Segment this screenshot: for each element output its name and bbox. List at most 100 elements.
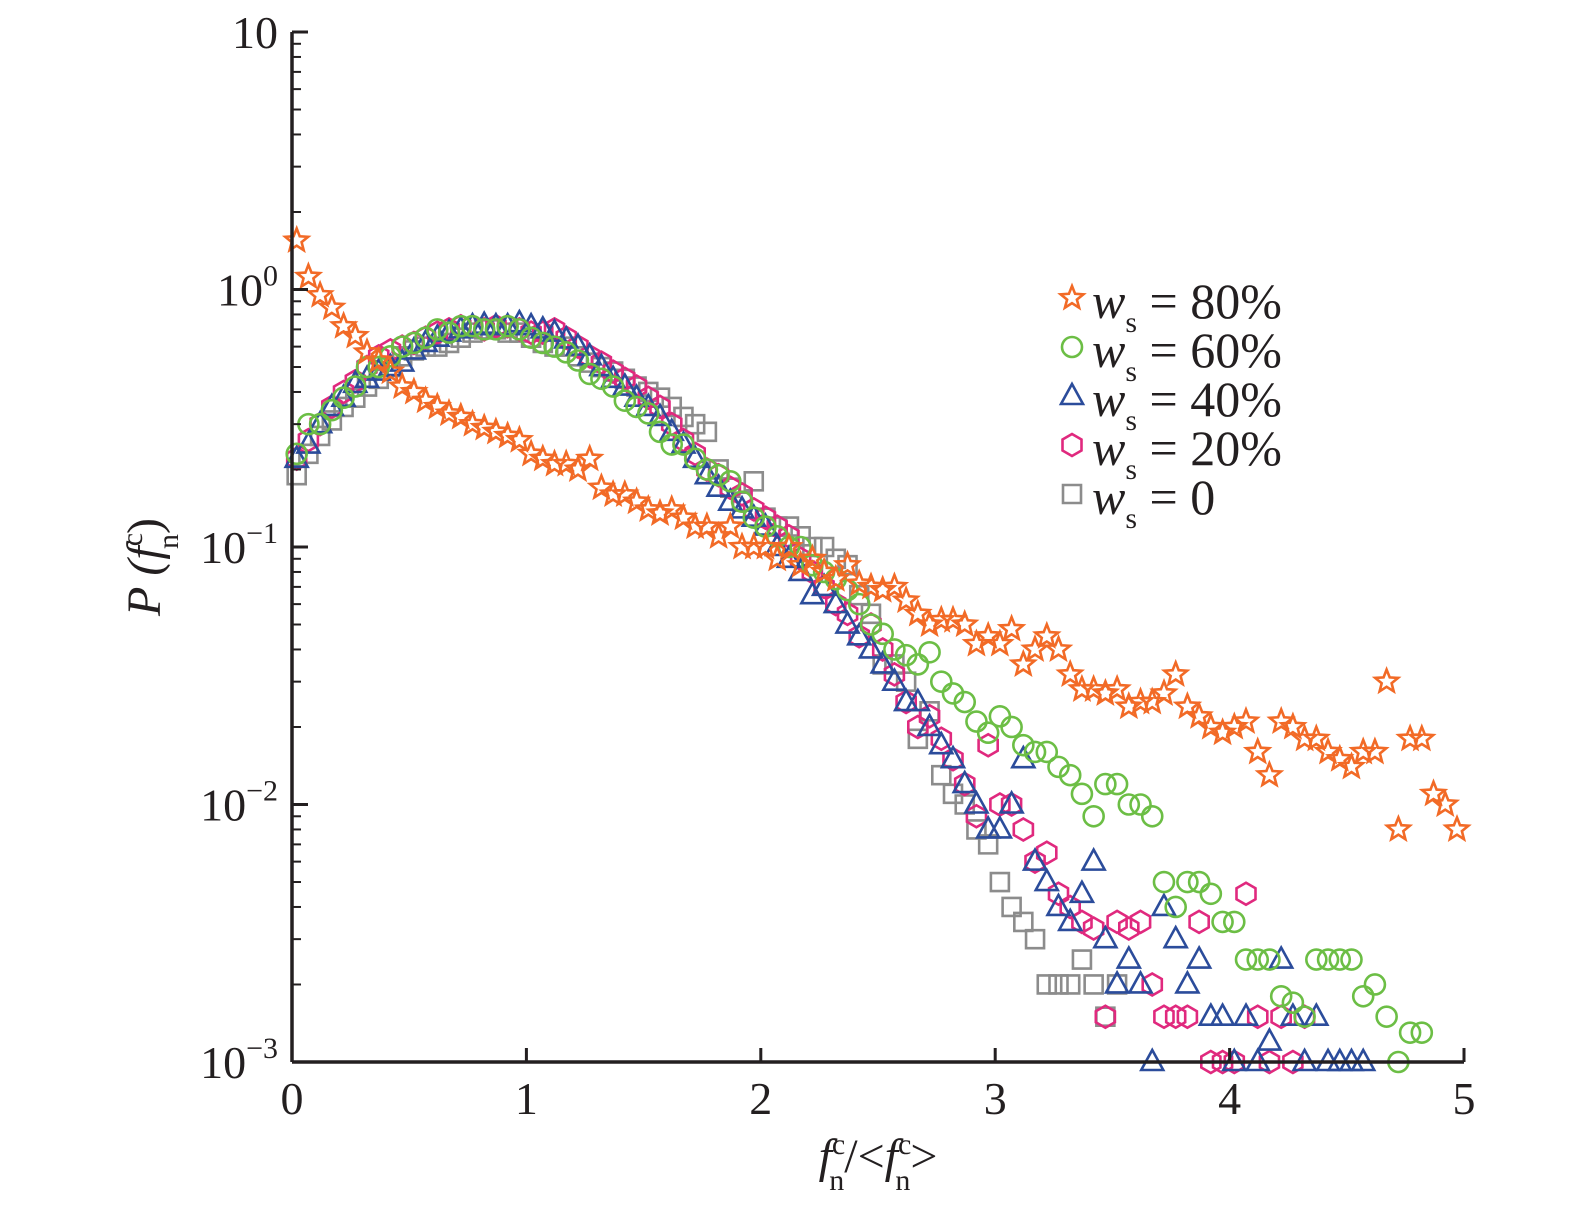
legend-marker [1060, 335, 1084, 359]
data-point [942, 783, 964, 805]
data-point [809, 556, 839, 585]
data-point [601, 375, 625, 398]
x-tick-label: 3 [984, 1073, 1007, 1124]
data-point [953, 690, 977, 714]
data-point [930, 764, 952, 786]
data-point [1162, 924, 1189, 949]
data-point [633, 493, 664, 522]
data-point [1164, 1004, 1187, 1030]
legend-item: ws = 20% [1061, 420, 1282, 486]
data-point [881, 666, 908, 691]
data-point [1010, 744, 1037, 769]
data-point [1207, 717, 1238, 746]
data-point [998, 789, 1025, 814]
data-point [1012, 733, 1035, 757]
data-point [1313, 736, 1343, 765]
data-point [1090, 677, 1121, 706]
data-point [543, 335, 566, 358]
data-point [949, 608, 980, 638]
data-point [799, 580, 826, 605]
data-point [1301, 723, 1332, 752]
data-point [1305, 948, 1328, 971]
data-point [388, 347, 416, 372]
data-point [623, 383, 650, 408]
data-point [1094, 772, 1117, 796]
data-point [412, 328, 439, 353]
x-tick-label: 1 [515, 1073, 538, 1124]
data-point [989, 871, 1011, 893]
data-point [590, 367, 613, 391]
data-point [693, 460, 721, 485]
data-point [914, 608, 945, 638]
data-point [516, 438, 546, 467]
data-point [305, 279, 335, 308]
data-point [1149, 677, 1179, 706]
y-tick-label: 10−3 [200, 1032, 278, 1088]
y-tick-label: 10−2 [200, 775, 278, 831]
data-point [1047, 755, 1070, 779]
legend-item: ws = 40% [1058, 371, 1282, 437]
data-point [1058, 763, 1082, 787]
data-point [1043, 633, 1074, 663]
data-point [424, 322, 451, 347]
data-point [414, 326, 437, 349]
y-axis-label: P (fc n) [116, 518, 185, 617]
data-point [496, 314, 519, 338]
data-point [481, 416, 511, 445]
data-point [332, 379, 355, 405]
data-point [375, 356, 406, 385]
data-point [1055, 658, 1085, 687]
data-point [504, 424, 535, 453]
data-point [1023, 740, 1047, 764]
data-point [1094, 1004, 1117, 1030]
data-point [402, 331, 426, 355]
data-point [1410, 1021, 1434, 1044]
data-point [1360, 736, 1390, 765]
data-point [1363, 973, 1387, 996]
data-point [813, 574, 835, 600]
data-point [400, 335, 428, 360]
data-point [939, 744, 967, 769]
data-point [1242, 736, 1273, 765]
data-point [1024, 849, 1046, 875]
data-point [1398, 1021, 1422, 1044]
data-point [342, 369, 369, 394]
data-point [930, 726, 953, 752]
data-point [469, 412, 499, 441]
data-point [673, 406, 694, 428]
data-point [508, 318, 531, 341]
data-point [1080, 846, 1107, 871]
data-point [387, 370, 418, 400]
data-point [1083, 974, 1104, 995]
data-point [883, 661, 906, 687]
data-point [705, 472, 732, 497]
data-point [1057, 907, 1084, 932]
data-point [715, 511, 746, 540]
data-point [1269, 984, 1293, 1008]
data-point [719, 469, 742, 493]
series-layer [281, 224, 1472, 1075]
data-point [728, 494, 756, 519]
data-point [1303, 1001, 1330, 1026]
data-point [1235, 881, 1257, 907]
data-point [1008, 648, 1039, 677]
data-point [1281, 991, 1305, 1014]
data-point [822, 589, 850, 614]
data-point [1021, 846, 1049, 871]
data-point [1078, 673, 1109, 702]
series-triangle [283, 308, 1377, 1072]
data-point [848, 623, 871, 649]
data-point [965, 710, 988, 733]
data-point [437, 321, 461, 344]
series-square [286, 319, 1128, 1027]
data-point [1231, 705, 1261, 735]
data-point [985, 628, 1015, 657]
x-tick-label: 5 [1453, 1073, 1476, 1124]
data-point [1340, 948, 1363, 971]
data-point [820, 563, 851, 592]
data-point [1153, 1004, 1175, 1030]
data-point [1254, 759, 1285, 788]
y-tick-label: 10 [232, 7, 278, 58]
data-point [1328, 948, 1352, 971]
data-point [1184, 700, 1214, 729]
